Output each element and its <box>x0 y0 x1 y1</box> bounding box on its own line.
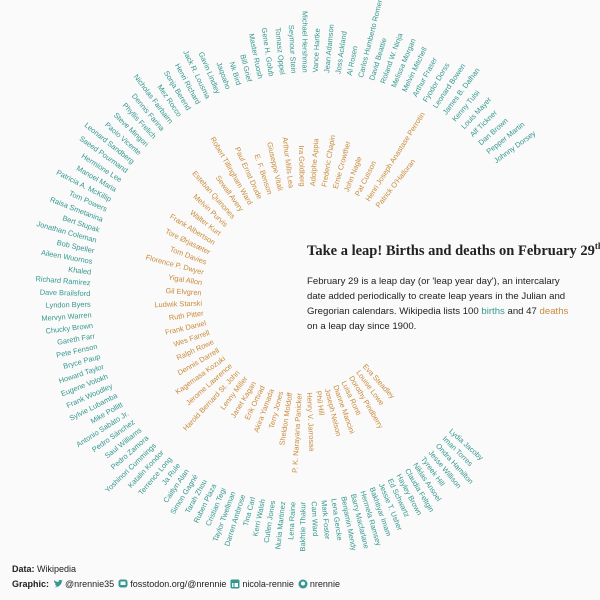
birth-name: Cam Ward <box>310 501 320 536</box>
death-name: Ludwik Starski <box>154 299 202 310</box>
data-source: Wikipedia <box>37 564 77 574</box>
handle: nrennie <box>309 579 340 589</box>
births-word: births <box>481 306 505 317</box>
data-credit: Data: Wikipedia <box>12 562 340 577</box>
birth-name: Mark Foster <box>320 500 333 541</box>
description-text: on a leap day since 1900. <box>307 321 417 332</box>
twitter-icon <box>54 579 64 588</box>
github-icon <box>298 579 308 589</box>
title-text: Take a leap! Births and deaths on Februa… <box>307 242 595 259</box>
death-name: Adolphe Appia <box>308 137 320 186</box>
birth-name: Dave Brailsford <box>40 288 91 298</box>
title-sup: th <box>594 241 600 251</box>
birth-name: Lyndon Byers <box>46 300 91 310</box>
birth-name: Michael Hershman <box>300 11 309 73</box>
birth-name: Bakhtie Thakur <box>298 501 307 551</box>
description-text: February 29 is a leap day (or 'leap year… <box>307 276 566 317</box>
death-name: Phil Hill <box>314 390 326 416</box>
death-name: P. K. Narayana Panicker <box>290 392 304 473</box>
death-name: Henry V. Jarrosaa <box>305 392 317 452</box>
birth-name: Lena Raine <box>286 502 297 540</box>
linkedin-icon <box>230 579 240 589</box>
mastodon-icon <box>118 579 128 588</box>
deaths-word: deaths <box>539 306 569 317</box>
data-label: Data: <box>12 564 35 574</box>
birth-name: Mervyn Warren <box>41 310 92 323</box>
birth-name: Seymour Stein <box>287 25 298 74</box>
handle: @nrennie35 <box>65 579 115 589</box>
title: Take a leap! Births and deaths on Februa… <box>307 241 600 260</box>
footer: Data: Wikipedia Graphic: @nrennie35 fossto… <box>12 562 340 592</box>
death-name: Gil Elvgren <box>165 286 202 297</box>
description: February 29 is a leap day (or 'leap year… <box>307 274 569 334</box>
graphic-credit: Graphic: @nrennie35 fosstodon.org/@nrennie… <box>12 577 340 592</box>
description-text: and 47 <box>504 306 540 317</box>
birth-name: Khaled <box>68 265 92 277</box>
birth-name: Vance Hartke <box>311 28 322 73</box>
handle: nicola-rennie <box>242 579 294 589</box>
handle: fosstodon.org/@nrennie <box>130 579 227 589</box>
birth-name: Richard Ramirez <box>35 274 91 287</box>
death-name: Ira Goldberg <box>297 145 307 186</box>
graphic-label: Graphic: <box>12 579 50 589</box>
